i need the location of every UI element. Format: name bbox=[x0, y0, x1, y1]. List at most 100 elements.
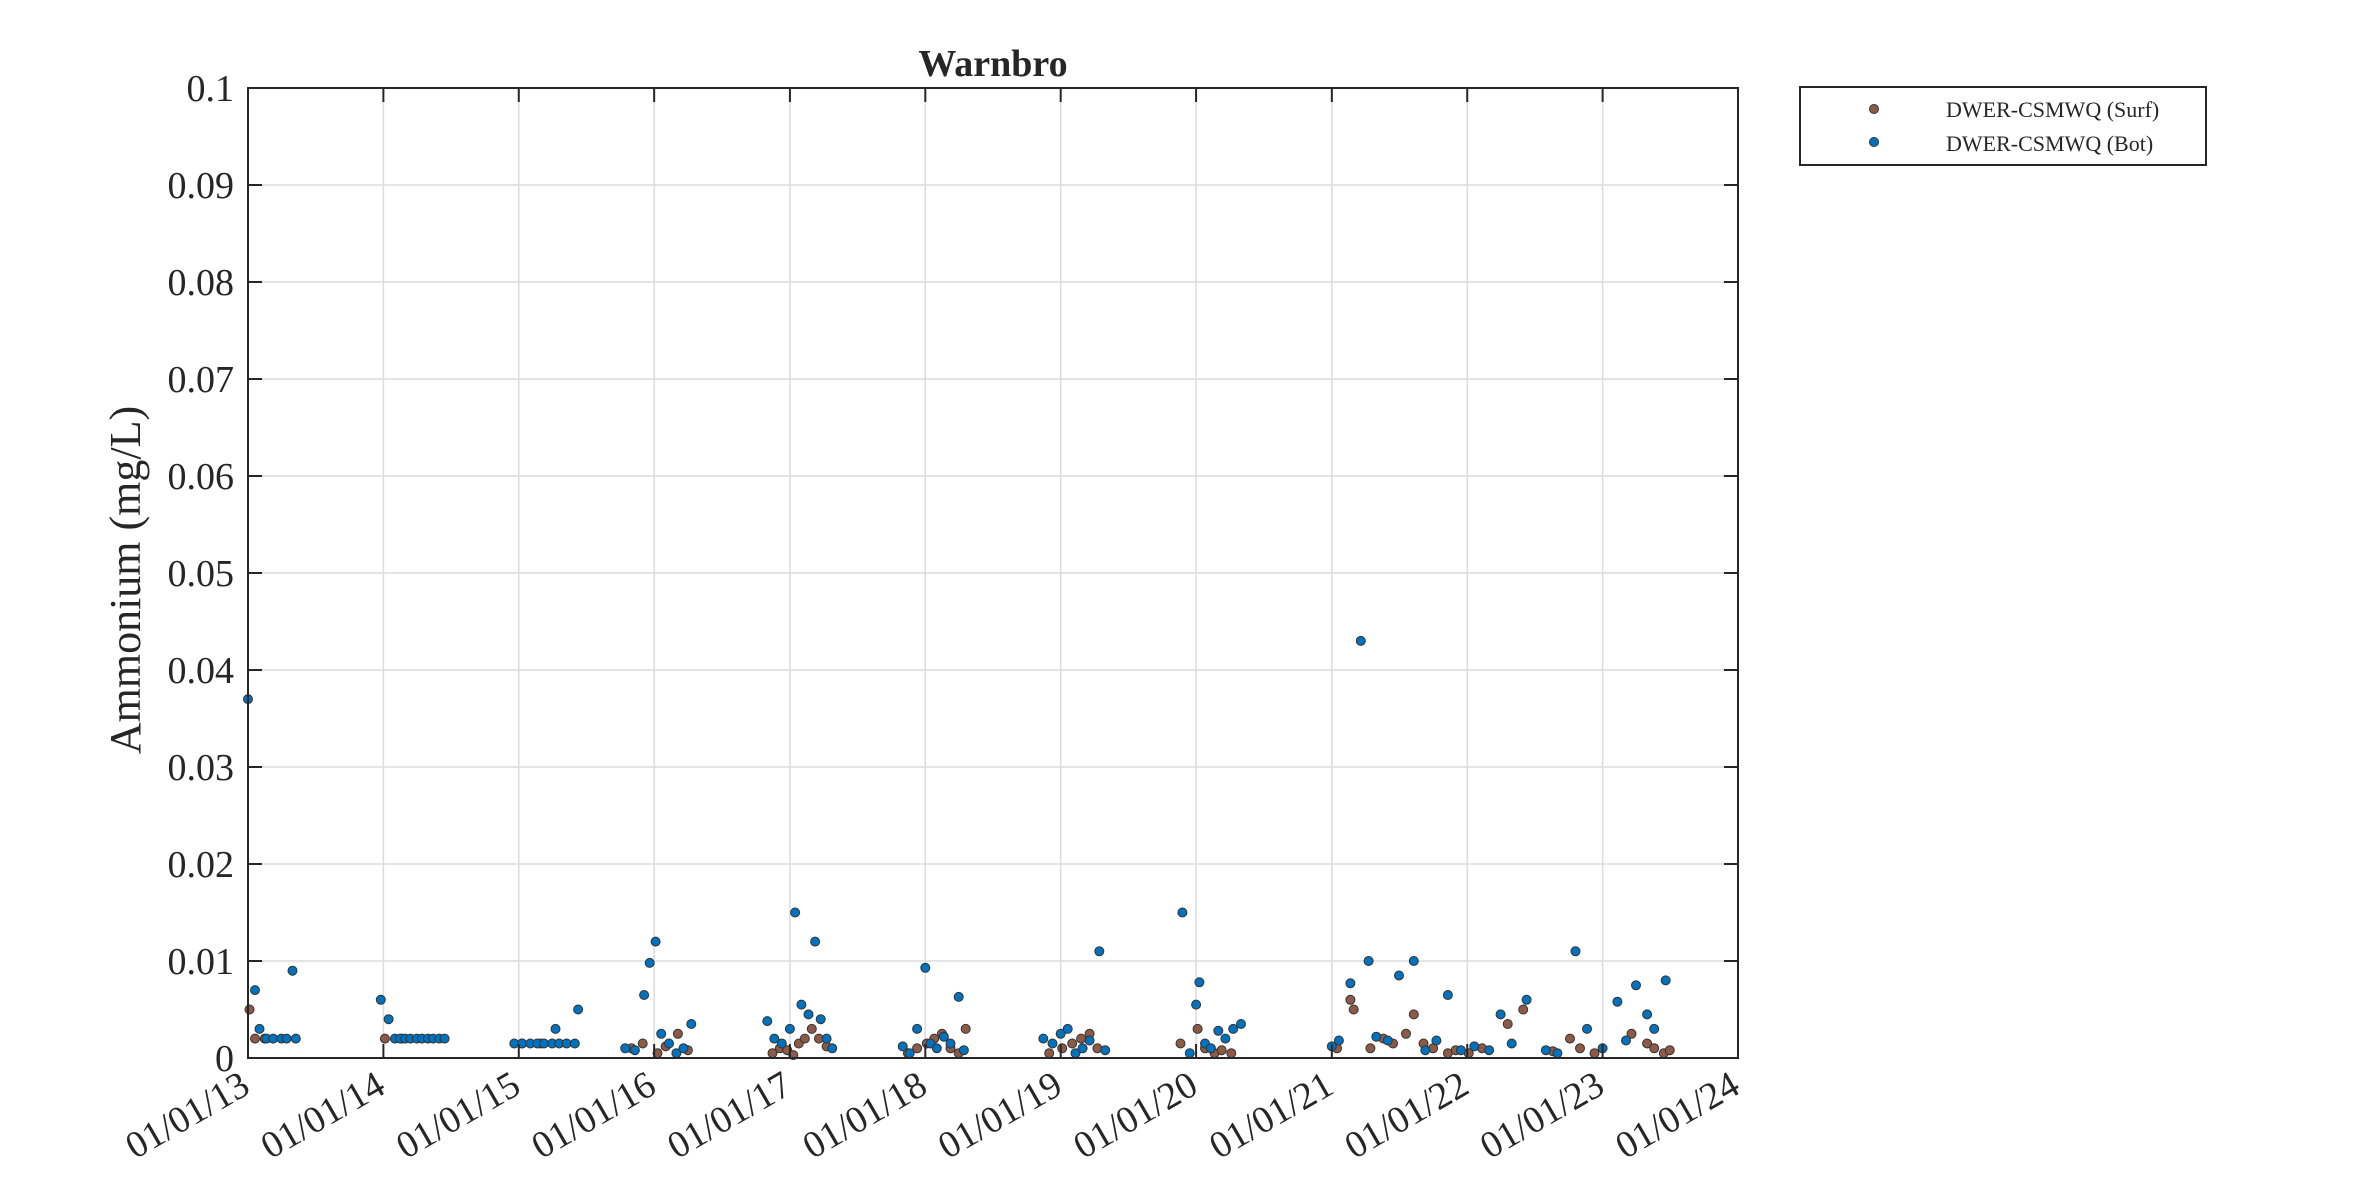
data-point bbox=[1077, 1043, 1088, 1054]
data-point bbox=[958, 1045, 969, 1056]
data-point bbox=[1626, 1028, 1637, 1039]
y-tick-label: 0.05 bbox=[168, 553, 235, 595]
data-point bbox=[1664, 1045, 1675, 1056]
data-point bbox=[287, 965, 298, 976]
data-point bbox=[912, 1043, 923, 1054]
data-point bbox=[1649, 1043, 1660, 1054]
data-point bbox=[1431, 1035, 1442, 1046]
grid-lines bbox=[248, 88, 1738, 1058]
y-tick-label: 0.04 bbox=[168, 650, 235, 692]
legend-label-surf: DWER-CSMWQ (Surf) bbox=[1946, 97, 2159, 122]
data-point bbox=[1175, 1038, 1186, 1049]
y-tick-label: 0.09 bbox=[168, 165, 235, 207]
data-point bbox=[953, 991, 964, 1002]
data-point bbox=[762, 1016, 773, 1027]
data-point bbox=[1345, 978, 1356, 989]
data-point bbox=[637, 1038, 648, 1049]
x-tick-label: 01/01/19 bbox=[931, 1063, 1069, 1167]
data-point bbox=[1442, 990, 1453, 1000]
x-tick-label: 01/01/14 bbox=[254, 1063, 392, 1167]
data-point bbox=[1455, 1045, 1466, 1056]
data-point bbox=[920, 962, 931, 973]
data-point bbox=[1228, 1023, 1239, 1034]
data-point bbox=[573, 1004, 584, 1015]
data-point bbox=[810, 936, 821, 947]
x-tick-label: 01/01/15 bbox=[389, 1063, 527, 1167]
data-point bbox=[672, 1028, 683, 1039]
data-point bbox=[656, 1028, 667, 1039]
legend-box bbox=[1799, 86, 2207, 166]
y-tick-label: 0.06 bbox=[168, 456, 235, 498]
data-point bbox=[821, 1033, 832, 1044]
data-point bbox=[1495, 1009, 1506, 1020]
data-point bbox=[799, 1033, 810, 1044]
data-point bbox=[1642, 1038, 1653, 1049]
y-tick-label: 0.08 bbox=[168, 262, 235, 304]
data-point bbox=[1401, 1028, 1411, 1039]
y-tick-label: 0.07 bbox=[168, 359, 235, 401]
y-axis-label: Ammonium (mg/L) bbox=[101, 406, 150, 754]
data-point bbox=[439, 1033, 450, 1044]
data-point bbox=[1191, 999, 1202, 1010]
data-point bbox=[1062, 1023, 1073, 1034]
data-point bbox=[1363, 956, 1374, 966]
data-point bbox=[664, 1038, 674, 1049]
data-point bbox=[803, 1009, 814, 1020]
data-point bbox=[561, 1038, 572, 1049]
data-point bbox=[1194, 977, 1205, 988]
data-point bbox=[1044, 1048, 1055, 1059]
data-point bbox=[1582, 1023, 1592, 1034]
data-point bbox=[539, 1038, 549, 1049]
data-point bbox=[1506, 1038, 1517, 1049]
data-point bbox=[1575, 1043, 1585, 1054]
data-point bbox=[1205, 1043, 1216, 1054]
x-tick-label: 01/01/13 bbox=[118, 1063, 256, 1167]
data-point bbox=[650, 936, 661, 947]
legend: DWER-CSMWQ (Surf) DWER-CSMWQ (Bot) bbox=[1799, 86, 2207, 166]
data-point bbox=[1589, 1048, 1600, 1059]
data-point bbox=[375, 994, 386, 1005]
chart-title: Warnbro bbox=[918, 43, 1067, 85]
data-point bbox=[827, 1043, 838, 1054]
y-tick-label: 0.02 bbox=[168, 844, 235, 886]
data-point bbox=[550, 1023, 561, 1034]
data-points bbox=[243, 635, 1675, 1061]
data-point bbox=[1649, 1023, 1660, 1034]
data-point bbox=[784, 1023, 795, 1034]
x-tick-label: 01/01/22 bbox=[1338, 1063, 1476, 1167]
series-1 bbox=[243, 635, 1671, 1059]
data-point bbox=[1408, 956, 1419, 966]
data-point bbox=[1484, 1045, 1495, 1056]
data-point bbox=[1177, 907, 1188, 918]
data-point bbox=[931, 1043, 942, 1054]
data-point bbox=[1408, 1009, 1419, 1020]
data-point bbox=[1333, 1035, 1344, 1046]
data-point bbox=[1038, 1033, 1049, 1044]
data-point bbox=[1621, 1035, 1631, 1046]
data-point bbox=[569, 1038, 580, 1049]
data-point bbox=[1100, 1045, 1111, 1056]
axis-ticks bbox=[247, 87, 1739, 1059]
legend-marker-bot bbox=[1869, 137, 1879, 147]
data-point bbox=[1518, 1004, 1529, 1015]
y-tick-label: 0.1 bbox=[187, 68, 235, 110]
data-point bbox=[806, 1023, 817, 1034]
data-point bbox=[1394, 970, 1404, 981]
y-tick-label: 0.01 bbox=[168, 941, 235, 983]
data-point bbox=[1076, 1033, 1087, 1044]
data-point bbox=[1382, 1035, 1393, 1046]
legend-label-bot: DWER-CSMWQ (Bot) bbox=[1946, 131, 2153, 156]
data-point bbox=[904, 1048, 915, 1059]
data-point bbox=[644, 957, 655, 968]
data-point bbox=[938, 1031, 949, 1042]
data-point bbox=[281, 1033, 292, 1044]
data-point bbox=[629, 1045, 640, 1056]
data-point bbox=[678, 1043, 689, 1054]
data-point bbox=[254, 1023, 265, 1034]
data-point bbox=[776, 1038, 787, 1049]
data-point bbox=[1631, 980, 1641, 991]
data-point bbox=[1469, 1041, 1480, 1052]
data-point bbox=[1184, 1048, 1195, 1059]
legend-marker-surf bbox=[1869, 104, 1879, 114]
data-point bbox=[897, 1041, 908, 1052]
